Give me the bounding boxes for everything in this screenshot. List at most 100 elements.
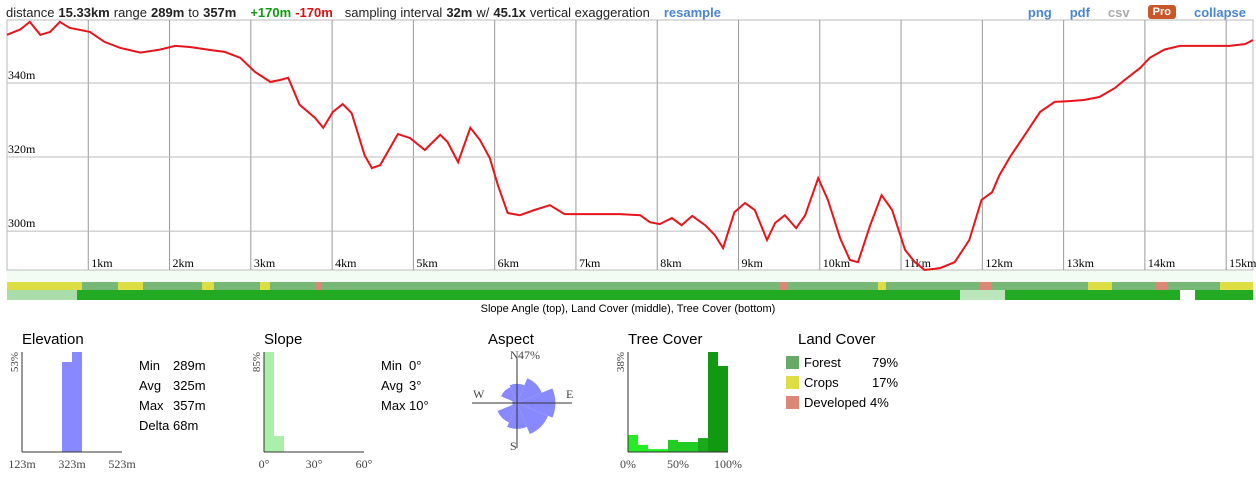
pro-badge[interactable]: Pro: [1147, 5, 1176, 19]
text: vertical exaggeration: [529, 4, 650, 20]
landcover-strip: [7, 282, 1253, 290]
x-tick-label: 2km: [173, 256, 195, 270]
text: distance: [6, 4, 55, 20]
developed-patch: [980, 282, 992, 290]
developed-patch: [780, 282, 788, 290]
treecover-patch: [960, 290, 1005, 300]
crops-patch: [118, 282, 143, 290]
legend-name: Crops: [804, 375, 839, 390]
panel-title: Land Cover: [798, 331, 876, 348]
x-tick-label: 12km: [985, 256, 1013, 270]
distance: 15.33km: [58, 4, 110, 20]
stat-label: Delta: [139, 418, 170, 433]
rose-wedge: [517, 378, 542, 403]
y-tick-label: 53%: [9, 352, 21, 372]
elevation-line: [6, 20, 1254, 272]
legend-name: Developed: [804, 395, 866, 410]
stat-value: 10°: [409, 398, 429, 413]
x-tick-label: 0%: [620, 457, 636, 471]
panel-title: Aspect: [488, 331, 535, 348]
x-tick-label: 100%: [714, 457, 742, 471]
x-tick-label: 5km: [416, 256, 438, 270]
x-tick-label: 14km: [1148, 256, 1176, 270]
stat-value: 3°: [409, 378, 421, 393]
y-tick-label: 85%: [251, 352, 263, 372]
histogram-bar: [648, 449, 658, 452]
y-tick-label: 340m: [8, 68, 36, 82]
range-max: 357m: [203, 4, 237, 20]
histogram-bar: [264, 352, 274, 452]
legend-value: 17%: [872, 375, 898, 390]
x-tick-label: 9km: [742, 256, 764, 270]
crops-patch: [7, 282, 82, 290]
text: sampling interval: [344, 4, 443, 20]
panel-title: Tree Cover: [628, 331, 702, 348]
direction-label: E: [566, 387, 573, 401]
strips: Slope Angle (top), Land Cover (middle), …: [7, 270, 1253, 315]
crops-patch: [202, 282, 214, 290]
y-tick-label: 38%: [615, 352, 627, 372]
rose-wedge: [497, 403, 517, 423]
text: to: [188, 4, 200, 20]
x-tick-label: 7km: [579, 256, 601, 270]
r-tick-label: 47%: [518, 348, 540, 362]
stat-label: Avg: [381, 378, 403, 393]
x-tick-label: 11km: [904, 256, 932, 270]
x-tick-label: 8km: [660, 256, 682, 270]
rose-wedge: [501, 387, 517, 403]
direction-label: W: [473, 387, 485, 401]
x-tick-label: 13km: [1067, 256, 1095, 270]
stat-label: Min: [139, 358, 160, 373]
x-tick-label: 4km: [335, 256, 357, 270]
stat-value: 357m: [173, 398, 206, 413]
slope-strip: [7, 270, 1253, 282]
crops-patch: [1220, 282, 1253, 290]
histogram-bar: [274, 436, 284, 452]
collapse-link[interactable]: collapse: [1193, 4, 1246, 20]
crops-patch: [878, 282, 886, 290]
crops-patch: [1088, 282, 1112, 290]
y-tick-label: 320m: [8, 142, 36, 156]
x-tick-label: 0°: [259, 457, 270, 471]
stat-value: 289m: [173, 358, 206, 373]
stat-value: 68m: [173, 418, 198, 433]
x-tick-label: 523m: [108, 457, 136, 471]
pdf-link[interactable]: pdf: [1069, 4, 1090, 20]
plot-frame: [6, 19, 1254, 271]
x-tick-label: 50%: [667, 457, 689, 471]
histogram-bar: [658, 449, 668, 452]
treecover-patch: [7, 290, 77, 300]
histogram-bar: [718, 365, 728, 452]
y-tick-label: 300m: [8, 216, 36, 230]
resample-link[interactable]: resample: [663, 4, 721, 20]
text: w/: [476, 4, 490, 20]
stat-value: 325m: [173, 378, 206, 393]
crops-patch: [260, 282, 270, 290]
treecover-patch: [1180, 290, 1195, 300]
x-tick-label: 123m: [8, 457, 36, 471]
histogram-bar: [628, 434, 638, 452]
stat-value: 0°: [409, 358, 421, 373]
rose-wedge: [517, 403, 548, 434]
png-link[interactable]: png: [1027, 4, 1052, 20]
direction-label: S: [510, 439, 517, 453]
legend-value: 4%: [870, 395, 889, 410]
text: range: [113, 4, 147, 20]
histogram-bar: [698, 438, 708, 452]
stat-label: Avg: [139, 378, 161, 393]
gain: +170m: [250, 4, 292, 20]
histogram-bar: [72, 352, 82, 452]
histogram-bar: [62, 362, 72, 452]
stat-label: Max: [381, 398, 406, 413]
x-tick-label: 3km: [254, 256, 276, 270]
developed-patch: [315, 282, 321, 290]
stat-label: Max: [139, 398, 164, 413]
x-tick-label: 323m: [58, 457, 86, 471]
histogram-bar: [668, 439, 678, 452]
legend-swatch: [786, 376, 799, 389]
stat-label: Min: [381, 358, 402, 373]
csv-link[interactable]: csv: [1107, 4, 1130, 20]
histogram-bar: [678, 442, 688, 452]
